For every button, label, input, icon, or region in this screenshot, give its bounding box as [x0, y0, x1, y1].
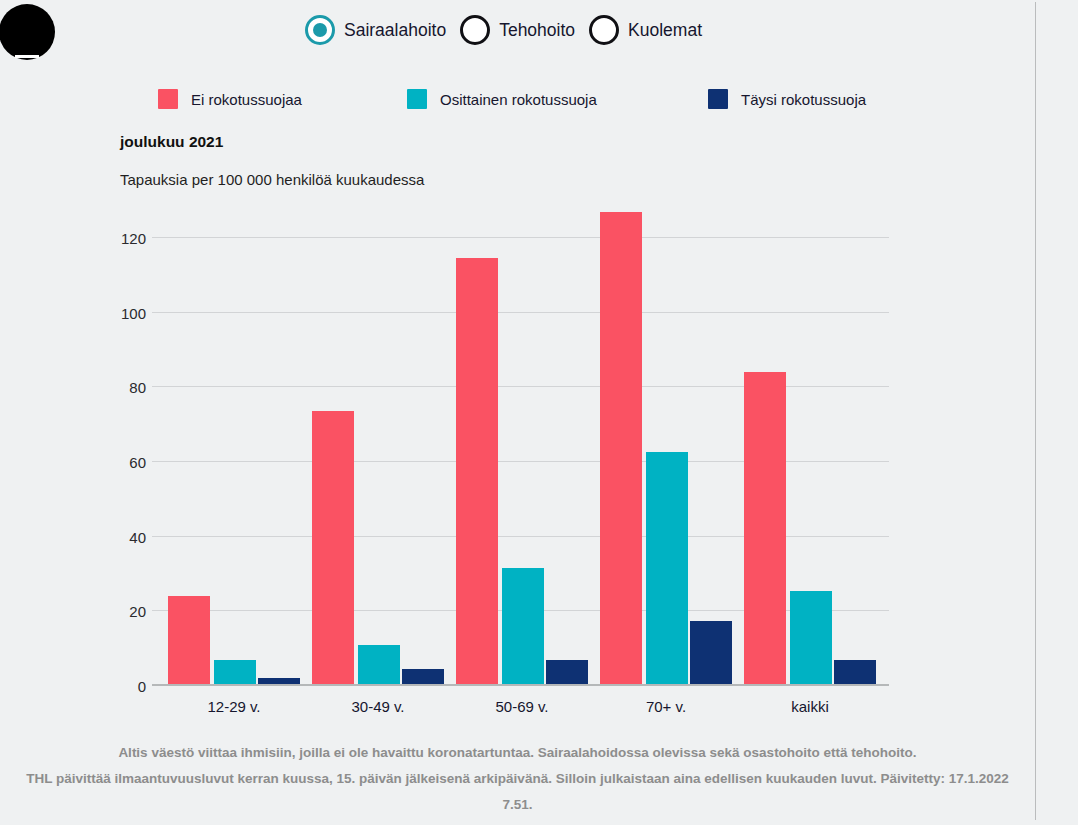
x-tick-label-kaikki: kaikki — [791, 698, 829, 715]
x-tick-label-50-69-v-: 50-69 v. — [495, 698, 548, 715]
bar-chart-plot-area: 12-29 v.30-49 v.50-69 v.70+ v.kaikki — [152, 200, 889, 686]
bar-osittainen-rokotussuoja-kaikki[interactable] — [790, 591, 832, 684]
bar-t-ysi-rokotussuoja-50-69-v-[interactable] — [546, 660, 588, 684]
bar-t-ysi-rokotussuoja-kaikki[interactable] — [834, 660, 876, 684]
legend-item-ei-rokotussuojaa: Ei rokotussuojaa — [158, 89, 302, 109]
radio-label: Tehohoito — [499, 20, 575, 41]
radio-icon — [460, 15, 490, 45]
radio-sairaalahoito[interactable]: Sairaalahoito — [305, 15, 446, 45]
bar-osittainen-rokotussuoja-12-29-v-[interactable] — [214, 660, 256, 684]
bar-osittainen-rokotussuoja-50-69-v-[interactable] — [502, 568, 544, 684]
x-tick-label-12-29-v-: 12-29 v. — [207, 698, 260, 715]
y-tick-label-20: 20 — [90, 604, 146, 619]
bar-t-ysi-rokotussuoja-12-29-v-[interactable] — [258, 678, 300, 684]
chart-subtitle: Tapauksia per 100 000 henkilöä kuukaudes… — [120, 171, 424, 188]
bar-t-ysi-rokotussuoja-30-49-v-[interactable] — [402, 669, 444, 684]
radio-label: Sairaalahoito — [344, 20, 446, 41]
legend-swatch-navy — [708, 89, 728, 109]
y-tick-label-0: 0 — [90, 679, 146, 694]
legend-item-taysi-rokotussuoja: Täysi rokotussuoja — [708, 89, 866, 109]
legend-label: Ei rokotussuojaa — [191, 91, 302, 108]
panel-divider — [1035, 2, 1036, 820]
legend-swatch-teal — [407, 89, 427, 109]
radio-icon — [305, 15, 335, 45]
metric-radio-group: Sairaalahoito Tehohoito Kuolemat — [305, 12, 702, 48]
gridline-100 — [152, 312, 889, 313]
bar-osittainen-rokotussuoja-70+-v-[interactable] — [646, 452, 688, 684]
y-axis: 020406080100120 — [90, 200, 146, 686]
bar-osittainen-rokotussuoja-30-49-v-[interactable] — [358, 645, 400, 684]
radio-tehohoito[interactable]: Tehohoito — [460, 15, 575, 45]
radio-icon — [589, 15, 619, 45]
y-tick-label-120: 120 — [90, 230, 146, 245]
y-tick-label-100: 100 — [90, 305, 146, 320]
legend-swatch-red — [158, 89, 178, 109]
bar-ei-rokotussuojaa-50-69-v-[interactable] — [456, 258, 498, 684]
x-tick-label-30-49-v-: 30-49 v. — [351, 698, 404, 715]
radio-label: Kuolemat — [628, 20, 702, 41]
footer-note-2: THL päivittää ilmaantuvuusluvut kerran k… — [10, 766, 1025, 818]
chart-title: joulukuu 2021 — [120, 133, 223, 151]
bar-ei-rokotussuojaa-30-49-v-[interactable] — [312, 411, 354, 684]
y-tick-label-40: 40 — [90, 529, 146, 544]
bar-ei-rokotussuojaa-kaikki[interactable] — [744, 372, 786, 684]
y-tick-label-60: 60 — [90, 454, 146, 469]
bar-ei-rokotussuojaa-12-29-v-[interactable] — [168, 596, 210, 684]
legend-item-osittainen-rokotussuoja: Osittainen rokotussuoja — [407, 89, 597, 109]
footer-note-1: Altis väestö viittaa ihmisiin, joilla ei… — [10, 740, 1025, 766]
legend-label: Osittainen rokotussuoja — [440, 91, 597, 108]
gridline-0 — [152, 684, 889, 686]
legend-label: Täysi rokotussuoja — [741, 91, 866, 108]
gridline-120 — [152, 237, 889, 238]
bar-ei-rokotussuojaa-70+-v-[interactable] — [600, 212, 642, 684]
footer-notes: Altis väestö viittaa ihmisiin, joilla ei… — [10, 740, 1025, 818]
y-tick-label-80: 80 — [90, 380, 146, 395]
x-tick-label-70+-v-: 70+ v. — [646, 698, 686, 715]
bar-t-ysi-rokotussuoja-70+-v-[interactable] — [690, 621, 732, 684]
radio-kuolemat[interactable]: Kuolemat — [589, 15, 702, 45]
menu-button[interactable] — [0, 4, 55, 60]
